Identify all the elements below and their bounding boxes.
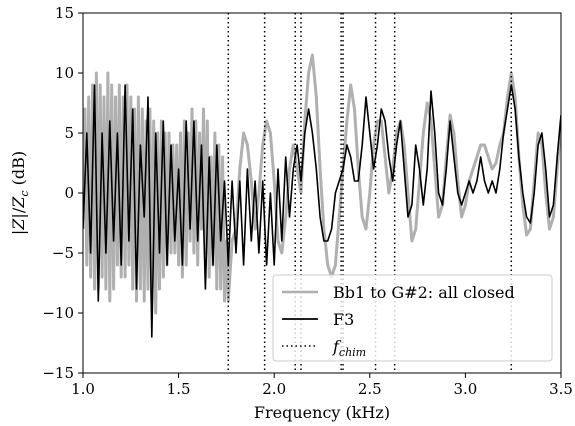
x-axis-ticks: 1.0 1.5 2.0 2.5 3.0 3.5 [71,373,573,398]
y-tick-label-3: 0 [64,184,74,202]
series-line-1 [83,84,561,338]
x-axis-label: Frequency (kHz) [254,403,390,422]
y-axis-ticks: −15 −10 −5 0 5 10 15 [42,4,83,382]
legend-label-bb1: Bb1 to G#2: all closed [333,283,515,302]
legend-label-f3: F3 [333,310,354,329]
y-tick-label-2: −5 [52,244,74,262]
y-tick-label-0: −15 [42,364,74,382]
y-tick-label-4: 5 [64,124,74,142]
fchim-lines [227,13,513,373]
series-line-0 [83,53,561,315]
x-tick-label-3: 2.5 [358,380,382,398]
x-tick-label-0: 1.0 [71,380,95,398]
legend-box [272,274,553,362]
x-tick-label-5: 3.5 [549,380,573,398]
series-layer [83,53,561,338]
legend-label-fchim: fchim [332,337,366,359]
y-tick-label-5: 10 [55,64,74,82]
legend: Bb1 to G#2: all closed F3 fchim [272,274,553,362]
y-axis-label: |Z|/Zc (dB) [9,151,31,235]
x-tick-label-2: 2.0 [262,380,286,398]
y-tick-label-1: −10 [42,304,74,322]
y-tick-label-6: 15 [55,4,74,22]
x-tick-label-1: 1.5 [167,380,191,398]
x-tick-label-4: 3.0 [453,380,477,398]
